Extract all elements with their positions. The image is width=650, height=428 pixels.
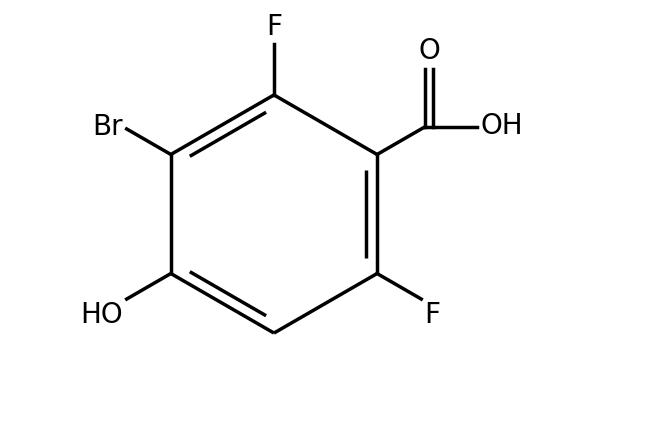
Text: HO: HO [81,301,124,329]
Text: Br: Br [93,113,124,141]
Text: F: F [266,12,282,41]
Text: O: O [419,36,440,65]
Text: F: F [424,301,441,329]
Text: OH: OH [481,112,523,140]
